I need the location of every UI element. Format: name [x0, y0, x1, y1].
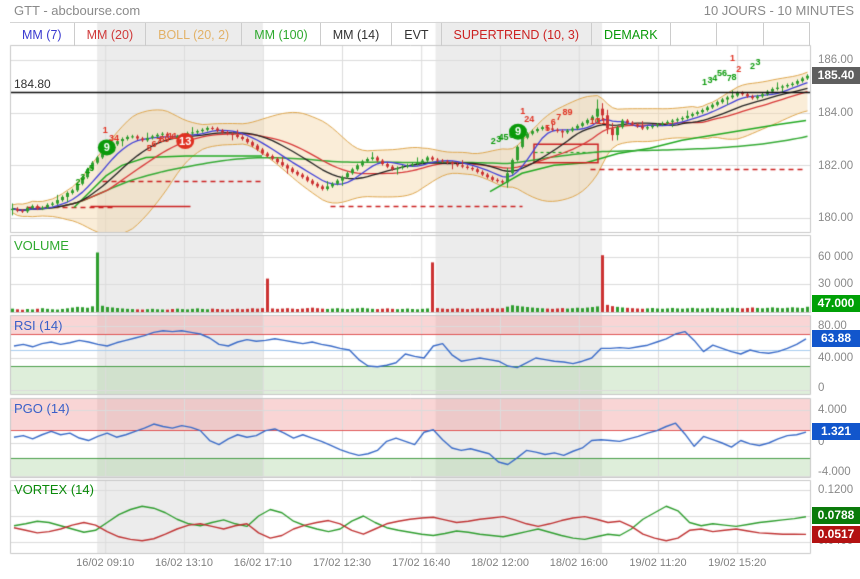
legend-item-supertrend[interactable]: SUPERTREND (10, 3) — [442, 23, 593, 46]
price-axis-label: 182.00 — [818, 160, 854, 172]
price-axis-label: 186.00 — [818, 54, 854, 66]
legend-item-mm100[interactable]: MM (100) — [242, 23, 321, 46]
x-tick-label: 19/02 15:20 — [708, 557, 767, 569]
pgo-axis-label: 4.000 — [818, 404, 847, 416]
vortex-plus-badge: 0.0788 — [812, 507, 860, 524]
x-tick-label: 17/02 12:30 — [312, 557, 372, 569]
volume-axis-label: 60 000 — [818, 251, 854, 263]
hline-price-label: 184.80 — [14, 77, 51, 91]
legend-item-mm14[interactable]: MM (14) — [321, 23, 393, 46]
x-tick-label: 17/02 16:40 — [392, 557, 451, 569]
price-axis-label: 184.00 — [818, 107, 854, 119]
vortex-minus-badge: 0.0517 — [812, 526, 860, 543]
pgo-axis-label: -4.000 — [818, 466, 851, 478]
rsi-axis-label: 0 — [818, 382, 825, 394]
panel-title-pgo: PGO (14) — [14, 401, 70, 416]
rsi-badge: 63.88 — [812, 330, 860, 347]
panel-title-volume: VOLUME — [14, 238, 69, 253]
rsi-axis-label: 40.000 — [818, 352, 854, 364]
legend-item-boll[interactable]: BOLL (20, 2) — [146, 23, 243, 46]
panel-title-rsi: RSI (14) — [14, 318, 63, 333]
legend-item-demark[interactable]: DEMARK — [592, 23, 671, 46]
legend-spacer — [717, 23, 764, 46]
indicator-legend: MM (7) MM (20) BOLL (20, 2) MM (100) MM … — [10, 22, 810, 46]
price-axis-label: 180.00 — [818, 212, 854, 224]
x-tick-label: 16/02 09:10 — [76, 557, 135, 569]
x-tick-label: 16/02 17:10 — [233, 557, 292, 569]
legend-item-mm20[interactable]: MM (20) — [75, 23, 147, 46]
panel-title-vortex: VORTEX (14) — [14, 482, 94, 497]
legend-spacer — [671, 23, 718, 46]
x-tick-label: 18/02 12:00 — [470, 557, 530, 569]
vortex-axis-label: 0.1200 — [818, 484, 854, 496]
x-tick-label: 18/02 16:00 — [549, 557, 608, 569]
x-tick-label: 16/02 13:10 — [154, 557, 214, 569]
pgo-badge: 1.321 — [812, 423, 860, 440]
legend-item-evt[interactable]: EVT — [392, 23, 442, 46]
timeframe-label: 10 JOURS - 10 MINUTES — [703, 3, 854, 18]
legend-spacer — [764, 23, 810, 46]
x-tick-label: 19/02 11:20 — [629, 557, 687, 569]
pgo-axis-label: 0 — [818, 436, 825, 448]
rsi-axis-label: 80.00 — [818, 320, 847, 332]
volume-badge: 47.000 — [812, 295, 860, 312]
legend-item-mm7[interactable]: MM (7) — [10, 23, 75, 46]
header-title: GTT - abcbourse.com — [14, 3, 141, 18]
volume-axis-label: 30 000 — [818, 278, 854, 290]
last-price-badge: 185.40 — [812, 67, 860, 84]
